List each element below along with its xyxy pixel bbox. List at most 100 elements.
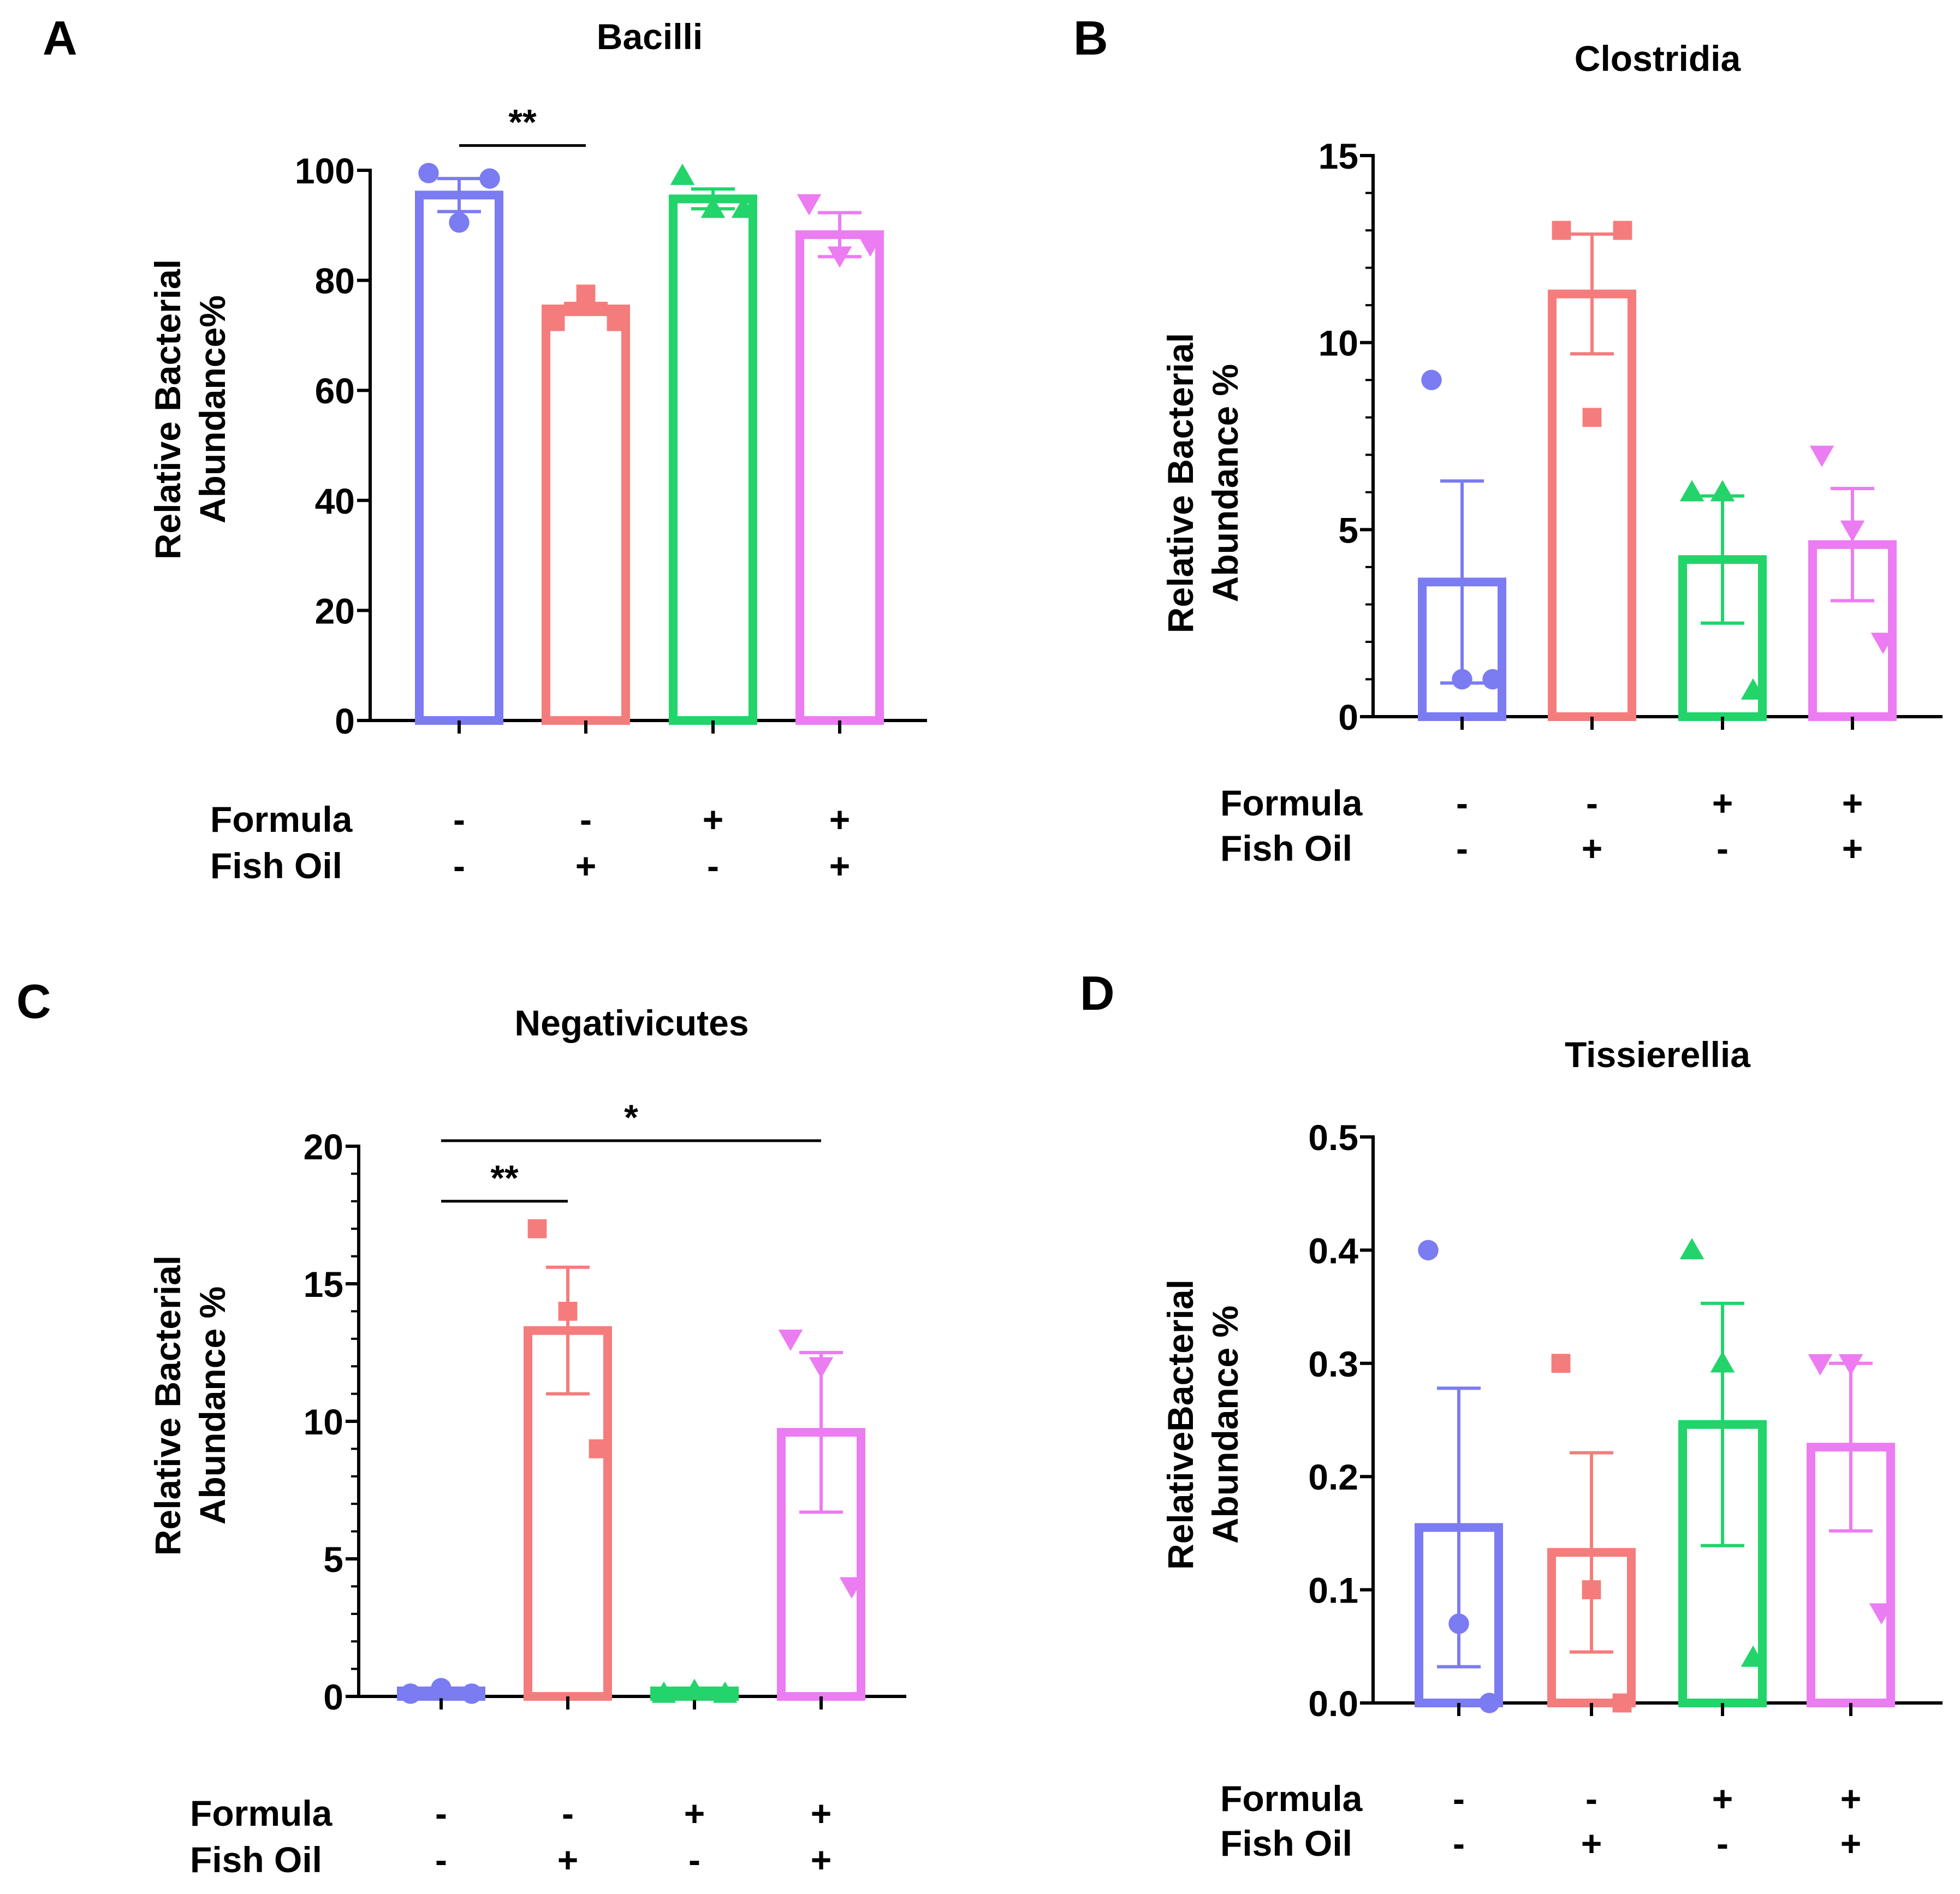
- data-point: [479, 168, 500, 189]
- row-label-fish-oil: Fish Oil: [1220, 1823, 1352, 1863]
- data-point: [1479, 1693, 1500, 1713]
- y-axis-label: Relative Bacterial: [147, 259, 188, 559]
- formula-sign: +: [829, 799, 851, 839]
- y-tick-label: 0: [335, 701, 355, 741]
- y-axis-label-2: Abundance%: [192, 295, 233, 523]
- bar: [415, 190, 503, 725]
- y-tick-label: 0.1: [1308, 1570, 1358, 1611]
- y-tick-label: 60: [315, 371, 355, 411]
- y-tick-label: 100: [295, 151, 355, 191]
- y-axis-label-line-1: Relative Bacterial: [147, 1255, 188, 1556]
- y-tick-label: 0: [1338, 697, 1358, 737]
- row-label-fish-oil: Fish Oil: [210, 845, 342, 886]
- y-axis-label-line-1: RelativeBacterial: [1160, 1279, 1201, 1570]
- chart-title: Clostridia: [1575, 38, 1742, 79]
- fish-oil-sign: +: [811, 1839, 832, 1880]
- data-point: [1741, 1645, 1766, 1667]
- y-tick-label: 15: [1318, 136, 1358, 176]
- significance-label: **: [490, 1158, 519, 1198]
- data-point: [1869, 1603, 1894, 1625]
- row-label-fish-oil: Fish Oil: [1220, 828, 1352, 868]
- data-point: [1613, 221, 1632, 240]
- formula-sign: -: [1453, 1778, 1465, 1819]
- data-point: [1838, 1354, 1863, 1376]
- fish-oil-sign: +: [1840, 1823, 1862, 1863]
- y-tick-label: 0.2: [1308, 1457, 1358, 1497]
- panel-label: C: [16, 974, 51, 1028]
- fish-oil-sign: -: [1717, 1823, 1729, 1863]
- formula-sign: -: [1586, 783, 1598, 823]
- data-point: [1612, 1693, 1632, 1713]
- fish-oil-sign: +: [1581, 1823, 1602, 1863]
- y-tick-label: 20: [304, 1127, 343, 1167]
- row-label-formula: Formula: [1220, 783, 1363, 823]
- fish-oil-sign: -: [688, 1839, 700, 1880]
- data-point: [1582, 1580, 1601, 1599]
- formula-sign: -: [453, 799, 465, 839]
- row-label-fish-oil: Fish Oil: [190, 1839, 322, 1880]
- data-point: [400, 1683, 421, 1704]
- data-point: [1552, 221, 1571, 240]
- data-point: [1452, 669, 1472, 690]
- y-axis-label: Relative Bacterial: [1160, 333, 1201, 633]
- data-point: [589, 1439, 608, 1458]
- significance-label: **: [508, 102, 537, 142]
- y-axis-label-line-1: Relative Bacterial: [1160, 333, 1201, 633]
- data-point: [1679, 480, 1704, 502]
- formula-sign: -: [1585, 1778, 1597, 1819]
- panel-a: A Bacilli Relative Bacterial Abundance% 0 20 4…: [43, 11, 927, 886]
- significance-label: *: [624, 1097, 638, 1137]
- y-axis-label: Relative Bacterial: [147, 1255, 188, 1556]
- y-tick-label: 80: [315, 261, 355, 301]
- data-point: [1482, 669, 1503, 690]
- formula-sign: +: [1842, 783, 1863, 823]
- panel-b: B Clostridia Relative Bacterial Abundance %…: [1073, 11, 1943, 868]
- y-tick-label: 10: [1318, 323, 1358, 364]
- formula-sign: +: [703, 799, 724, 839]
- data-point: [1421, 370, 1442, 390]
- y-tick-label: 5: [323, 1539, 343, 1580]
- data-point: [1870, 633, 1896, 654]
- y-tick-label: 0: [323, 1677, 343, 1717]
- bar: [542, 305, 630, 725]
- fish-oil-sign: +: [1582, 828, 1603, 868]
- data-point: [449, 212, 470, 233]
- formula-sign: +: [1840, 1778, 1862, 1819]
- formula-sign: -: [1456, 783, 1468, 823]
- data-point: [700, 196, 726, 218]
- formula-sign: -: [580, 799, 592, 839]
- y-axis-label: RelativeBacterial: [1160, 1279, 1201, 1570]
- data-point: [1551, 1354, 1571, 1373]
- bar: [795, 230, 884, 725]
- y-tick-label: 0.5: [1308, 1117, 1358, 1158]
- data-point: [797, 194, 822, 216]
- fish-oil-sign: -: [1717, 828, 1729, 868]
- data-point: [1809, 445, 1834, 467]
- data-point: [431, 1678, 452, 1699]
- data-point: [809, 1357, 834, 1379]
- data-point: [1582, 408, 1602, 427]
- data-point: [778, 1330, 803, 1351]
- data-point: [827, 246, 852, 268]
- fish-oil-sign: -: [1453, 1823, 1465, 1863]
- fish-oil-sign: -: [707, 845, 719, 886]
- formula-sign: +: [1712, 783, 1733, 823]
- data-point: [712, 1681, 738, 1703]
- data-point: [1710, 480, 1735, 502]
- formula-sign: +: [1712, 1778, 1733, 1819]
- row-label-formula: Formula: [210, 799, 353, 839]
- data-point: [1808, 1354, 1833, 1376]
- data-point: [527, 1219, 547, 1238]
- bar: [1548, 289, 1636, 721]
- row-label-formula: Formula: [190, 1793, 333, 1833]
- data-point: [607, 312, 626, 331]
- data-point: [839, 1577, 864, 1599]
- data-point: [858, 235, 883, 257]
- data-point: [682, 1678, 707, 1700]
- data-point: [1418, 1240, 1439, 1261]
- y-tick-label: 5: [1338, 510, 1358, 550]
- chart-title: Tissierellia: [1565, 1034, 1751, 1075]
- data-point: [461, 1683, 482, 1704]
- y-tick-label: 10: [304, 1402, 343, 1442]
